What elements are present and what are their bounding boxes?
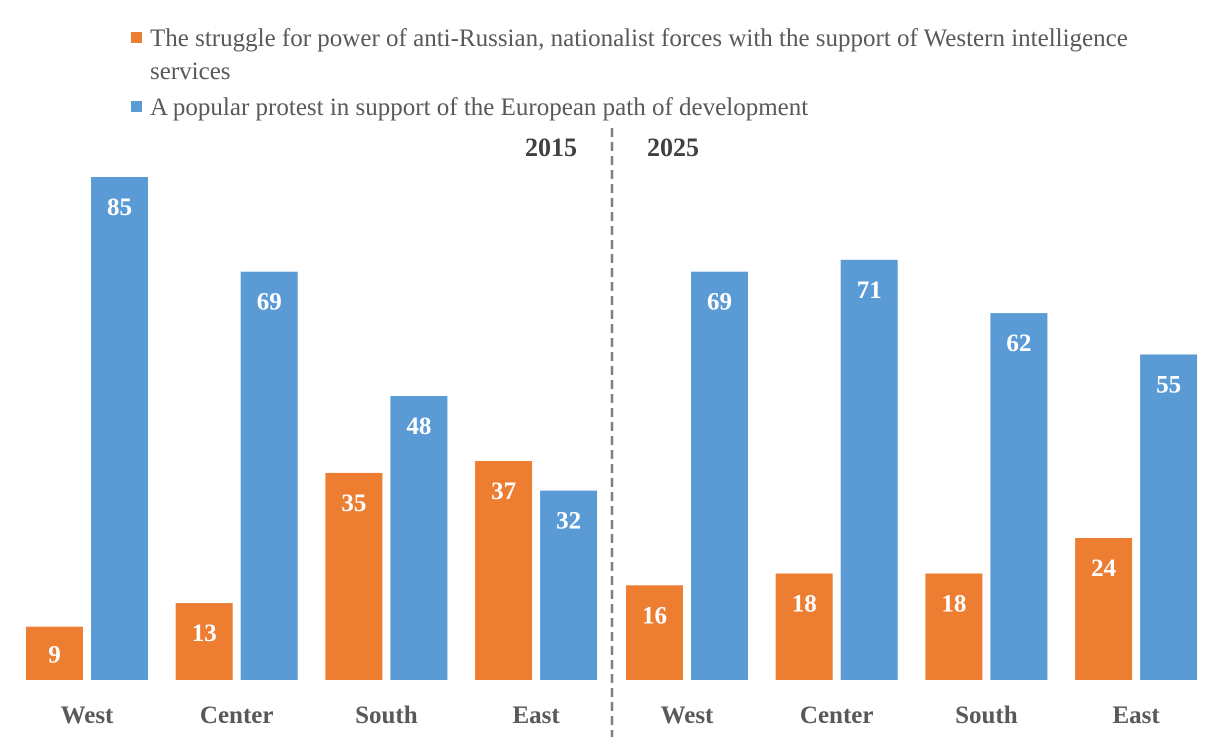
legend-item-struggle: The struggle for power of anti-Russian, … xyxy=(131,22,1131,88)
data-label: 48 xyxy=(406,413,431,440)
category-label-east: East xyxy=(1112,702,1160,729)
bar-2015-south-series-2 xyxy=(390,396,448,680)
bar-2015-south-series-1 xyxy=(325,472,383,680)
data-label: 69 xyxy=(707,289,732,316)
data-label: 24 xyxy=(1091,555,1117,582)
category-label-south: South xyxy=(955,702,1018,729)
data-label: 9 xyxy=(48,641,61,668)
bar-2015-center-series-2 xyxy=(240,271,298,680)
bar-2015-center-series-1 xyxy=(175,603,233,680)
data-label: 18 xyxy=(792,591,817,618)
bar-2025-east-series-1 xyxy=(1075,538,1133,680)
data-label: 32 xyxy=(556,508,581,535)
bar-2025-west-series-2 xyxy=(691,271,748,680)
data-label: 69 xyxy=(257,289,282,316)
category-label-west: West xyxy=(661,702,714,729)
data-label: 35 xyxy=(341,490,366,517)
data-label: 62 xyxy=(1006,330,1031,357)
category-label-center: Center xyxy=(200,702,274,729)
bar-2015-west-series-2 xyxy=(91,177,148,680)
legend-item-protest: A popular protest in support of the Euro… xyxy=(131,91,1131,124)
bar-2025-south-series-2 xyxy=(990,313,1048,680)
legend-label: A popular protest in support of the Euro… xyxy=(150,94,809,121)
data-label: 13 xyxy=(192,620,217,647)
year-label-2015: 2015 xyxy=(525,133,577,162)
bar-2025-west-series-1 xyxy=(626,585,683,680)
legend-swatch-orange xyxy=(131,32,142,43)
data-label: 16 xyxy=(642,602,667,629)
data-label: 37 xyxy=(491,478,516,505)
category-label-east: East xyxy=(512,702,560,729)
bar-2015-west-series-1 xyxy=(26,626,83,680)
category-label-south: South xyxy=(355,702,418,729)
category-label-west: West xyxy=(61,702,114,729)
legend: The struggle for power of anti-Russian, … xyxy=(131,22,1131,124)
category-labels: West Center South East West Center South East xyxy=(61,702,1161,729)
bar-2025-east-series-2 xyxy=(1140,354,1198,680)
bar-2025-center-series-1 xyxy=(775,573,833,680)
legend-swatch-blue xyxy=(131,101,142,112)
year-label-2025: 2025 xyxy=(647,133,699,162)
bar-2025-south-series-1 xyxy=(925,573,983,680)
category-label-center: Center xyxy=(800,702,874,729)
data-label: 71 xyxy=(857,277,882,304)
bar-2025-center-series-2 xyxy=(840,259,898,680)
bars-layer: 9 85 13 69 35 48 37 32 16 69 18 71 18 62 24 55 xyxy=(26,177,1198,680)
bar-2015-east-series-1 xyxy=(475,461,533,680)
legend-label: The struggle for power of anti-Russian, … xyxy=(150,25,1128,85)
data-label: 55 xyxy=(1156,372,1181,399)
data-label: 85 xyxy=(107,194,132,221)
bar-2015-east-series-2 xyxy=(540,490,598,680)
data-label: 18 xyxy=(941,591,966,618)
